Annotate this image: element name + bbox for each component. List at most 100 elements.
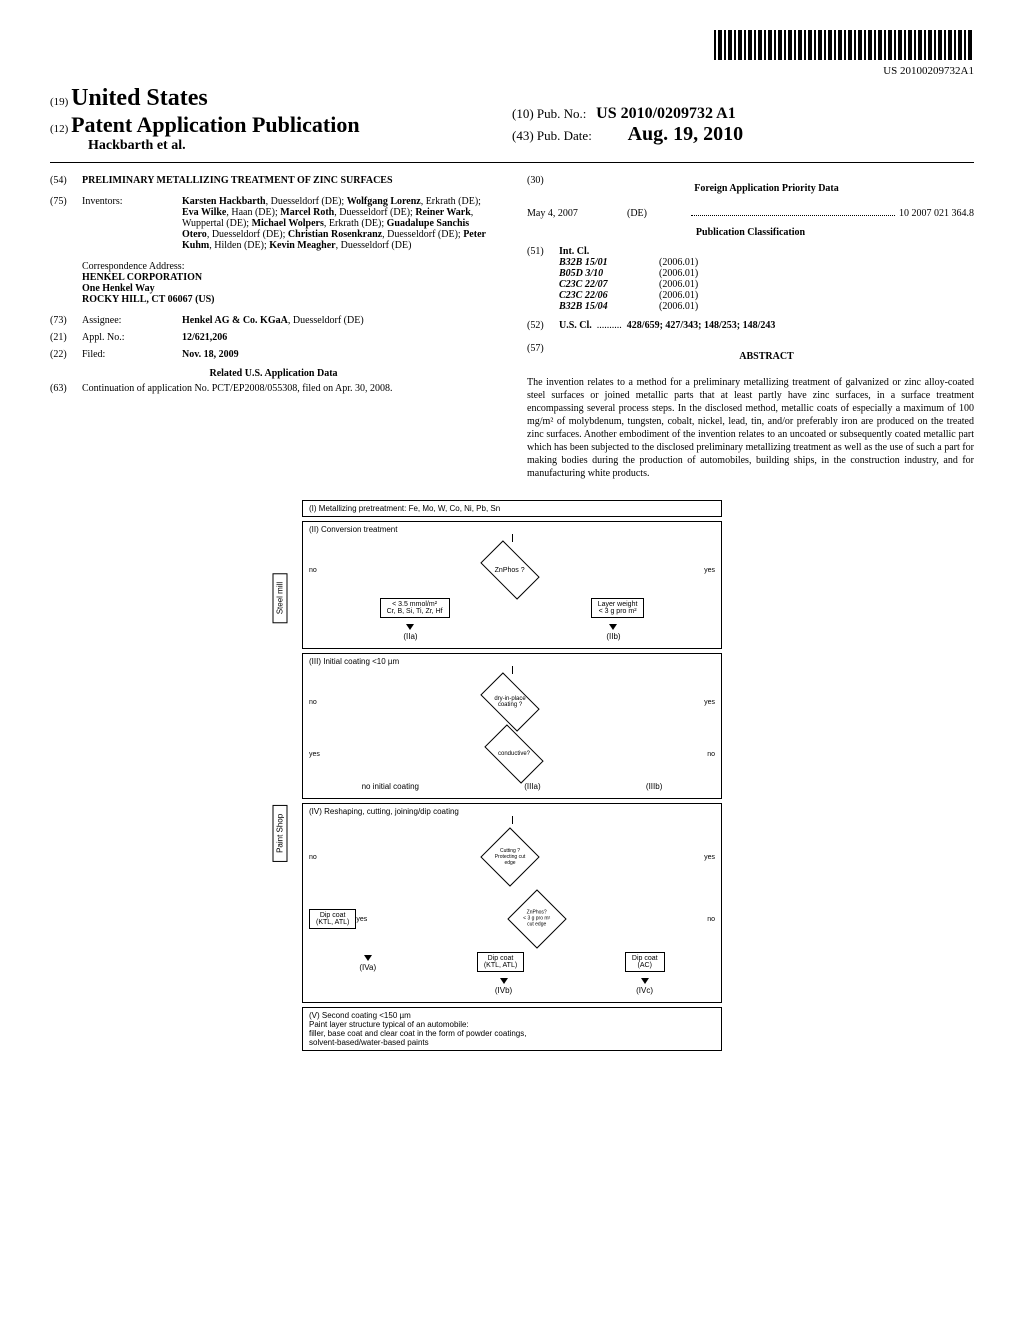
fc-step4: (IV) Reshaping, cutting, joining/dip coa… [309,807,715,816]
patent-title: PRELIMINARY METALLIZING TREATMENT OF ZIN… [82,175,497,186]
doc-type-line: (12) Patent Application Publication [50,112,512,138]
fc-side-paint: Paint Shop [273,805,288,862]
pub-date-label: Pub. Date: [537,128,592,143]
fc-yes-4: yes [704,854,715,861]
fc-no-5: no [707,916,715,923]
author-line: Hackbarth et al. [50,138,512,154]
foreign-code: (30) [527,175,559,202]
doc-type: Patent Application Publication [71,112,359,137]
fc-dryinplace: dry-in-place coating ? [485,696,535,708]
abstract-code: (57) [527,343,559,370]
pubclass-title: Publication Classification [527,227,974,238]
fc-side-steel: Steel mill [273,573,288,623]
corr-city: ROCKY HILL, CT 06067 (US) [82,294,497,305]
corr-label: Correspondence Address: [82,261,497,272]
assignee-row: (73) Assignee: Henkel AG & Co. KGaA, Due… [50,315,497,326]
fc-iib: (IIb) [606,632,620,641]
pub-no-code: (10) [512,106,534,121]
fc-dryinplace-diamond: dry-in-place coating ? [481,672,540,731]
fc-step3-box: (III) Initial coating <10 µm no dry-in-p… [302,653,722,799]
abstract-header: (57) ABSTRACT [527,343,974,370]
fc-conductive: conductive? [498,751,530,757]
assignee-label: Assignee: [82,315,182,326]
doc-code: (12) [50,123,68,135]
pub-date-code: (43) [512,128,534,143]
title-code: (54) [50,175,82,186]
appl-row: (21) Appl. No.: 12/621,206 [50,332,497,343]
flowchart: (I) Metallizing pretreatment: Fe, Mo, W,… [302,500,722,1051]
pub-no: US 2010/0209732 A1 [596,105,736,122]
fc-no-3: no [707,751,715,758]
title-row: (54) PRELIMINARY METALLIZING TREATMENT O… [50,175,497,186]
country-code: (19) [50,96,68,108]
header-left: (19) United States (12) Patent Applicati… [50,85,512,154]
us-label: U.S. Cl. [559,320,592,331]
fc-step3: (III) Initial coating <10 µm [309,657,715,666]
pub-date-line: (43) Pub. Date: Aug. 19, 2010 [512,123,974,146]
fc-step5: (V) Second coating <150 µm Paint layer s… [302,1007,722,1051]
fc-cutting-diamond: Cutting ? Protecting cut edge [481,827,540,886]
corr-street: One Henkel Way [82,283,497,294]
fc-step2: (II) Conversion treatment [309,525,715,534]
related-text: Continuation of application No. PCT/EP20… [82,383,497,394]
pub-date: Aug. 19, 2010 [628,123,744,145]
int-label: Int. Cl. [559,246,974,257]
fc-iia-box: < 3.5 mmol/m² Cr, B, Si, Ti, Zr, Hf [380,598,450,618]
left-column: (54) PRELIMINARY METALLIZING TREATMENT O… [50,175,497,480]
fc-znphos-diamond: ZnPhos ? [481,540,540,599]
barcode-text: US 20100209732A1 [50,65,974,77]
pub-no-line: (10) Pub. No.: US 2010/0209732 A1 [512,105,974,123]
country-name: United States [71,85,208,111]
foreign-header: (30) Foreign Application Priority Data [527,175,974,202]
appl-no: 12/621,206 [182,332,497,343]
int-code: (51) [527,246,559,312]
us-code: (52) [527,320,559,331]
int-classes-table: B32B 15/01(2006.01)B05D 3/10(2006.01)C23… [559,257,974,312]
fc-iva: (IVa) [359,963,376,972]
fc-conductive-diamond: conductive? [484,724,543,783]
fc-yes-5: yes [356,916,367,923]
body-columns: (54) PRELIMINARY METALLIZING TREATMENT O… [50,175,974,480]
fc-iia: (IIa) [403,632,417,641]
assignee-val: Henkel AG & Co. KGaA, Duesseldorf (DE) [182,315,497,326]
us-classes: 428/659; 427/343; 148/253; 148/243 [627,320,776,331]
fc-iib-box: Layer weight < 3 g pro m² [591,598,645,618]
inventors-label: Inventors: [82,196,182,251]
inventors-row: (75) Inventors: Karsten Hackbarth, Duess… [50,196,497,251]
fc-iiia: (IIIa) [524,782,540,791]
fc-znphos2-diamond: ZnPhos? < 3 g pro m² cut edge [508,889,567,948]
int-cl: Int. Cl. B32B 15/01(2006.01)B05D 3/10(20… [559,246,974,312]
fc-yes-2: yes [704,699,715,706]
assignee-loc: Duesseldorf (DE) [293,315,364,326]
fc-no-1: no [309,567,317,574]
appl-code: (21) [50,332,82,343]
priority-dots [691,208,895,216]
barcode [714,30,974,60]
correspondence: Correspondence Address: HENKEL CORPORATI… [50,261,497,305]
assignee-code: (73) [50,315,82,326]
assignee-name: Henkel AG & Co. KGaA [182,315,288,326]
right-column: (30) Foreign Application Priority Data M… [527,175,974,480]
us-cl-row: (52) U.S. Cl. .......... 428/659; 427/34… [527,320,974,331]
related-row: (63) Continuation of application No. PCT… [50,383,497,394]
filed-date: Nov. 18, 2009 [182,349,497,360]
fc-step1: (I) Metallizing pretreatment: Fe, Mo, W,… [302,500,722,517]
barcode-area: US 20100209732A1 [50,30,974,77]
int-cl-row: (51) Int. Cl. B32B 15/01(2006.01)B05D 3/… [527,246,974,312]
pub-no-label: Pub. No.: [537,106,586,121]
priority-country: (DE) [627,208,687,219]
fc-dipcoat-1: Dip coat (KTL, ATL) [309,909,356,929]
fc-step4-box: (IV) Reshaping, cutting, joining/dip coa… [302,803,722,1003]
fc-cutting: Cutting ? Protecting cut edge [490,848,530,866]
fc-yes-3: yes [309,751,320,758]
fc-ivb: (IVb) [495,986,512,995]
priority-num: 10 2007 021 364.8 [899,208,974,219]
related-title: Related U.S. Application Data [50,368,497,379]
filed-code: (22) [50,349,82,360]
fc-znphos: ZnPhos ? [495,567,525,574]
abstract-title: ABSTRACT [559,351,974,362]
fc-dipcoat-2: Dip coat (KTL, ATL) [477,952,524,972]
fc-iiib: (IIIb) [646,782,662,791]
inventors-code: (75) [50,196,82,251]
header: (19) United States (12) Patent Applicati… [50,85,974,163]
